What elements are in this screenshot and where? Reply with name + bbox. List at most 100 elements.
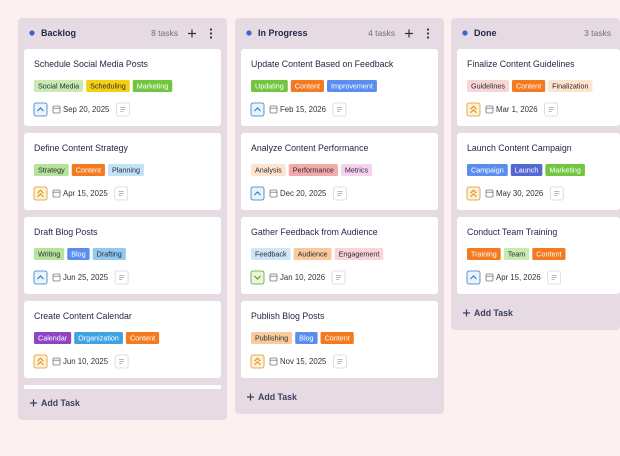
tag-label: Engagement (339, 249, 380, 258)
tag-label: Improvement (331, 81, 373, 90)
tag (34, 164, 69, 176)
calendar-icon (485, 189, 494, 198)
tag (467, 248, 501, 260)
task-title: Launch Content Campaign (467, 143, 572, 153)
priority-icon[interactable] (250, 270, 265, 285)
priority-icon[interactable] (250, 102, 265, 117)
due-date: May 30, 2026 (496, 189, 543, 198)
tag-label: Training (471, 249, 497, 258)
calendar-icon (485, 273, 494, 282)
column-dot (246, 30, 252, 36)
tag-label: Blog (71, 249, 85, 258)
priority-chevron (470, 189, 477, 194)
tag (34, 248, 65, 260)
calendar-icon (52, 273, 61, 282)
tag-label: Publishing (255, 333, 288, 342)
task-card[interactable] (241, 133, 438, 210)
task-title: Publish Blog Posts (251, 311, 325, 321)
task-title: Gather Feedback from Audience (251, 227, 378, 237)
tag (34, 332, 72, 344)
priority-chevron (37, 107, 44, 112)
tag-label: Updating (255, 81, 284, 90)
column-dot (29, 30, 35, 36)
tag-label: Guidelines (471, 81, 505, 90)
add-task[interactable]: Add Task (41, 398, 80, 408)
column-title: In Progress (258, 28, 308, 38)
priority-chevron (470, 275, 477, 280)
priority-icon[interactable] (466, 270, 481, 285)
add-task-icon[interactable] (463, 309, 470, 317)
task-card-partial (24, 385, 221, 389)
priority-icon[interactable] (33, 102, 48, 117)
tag-label: Social Media (38, 81, 79, 90)
tag-label: Content (295, 81, 320, 90)
tag (510, 164, 543, 176)
priority-icon[interactable] (250, 186, 265, 201)
column-menu-dot[interactable] (209, 28, 213, 31)
column-menu-dot[interactable] (426, 32, 430, 35)
tag (107, 164, 144, 176)
tag (71, 164, 105, 176)
tag (511, 80, 546, 92)
due-date: Sep 20, 2025 (63, 105, 110, 114)
column-menu-dot[interactable] (209, 36, 213, 39)
tag-label: Feedback (255, 249, 287, 258)
priority-chevron (254, 107, 261, 112)
tag (290, 80, 324, 92)
priority-icon[interactable] (33, 270, 48, 285)
add-task[interactable]: Add Task (258, 392, 297, 402)
tag-label: Launch (515, 165, 539, 174)
priority-chevron (37, 192, 44, 198)
tag-label: Blog (299, 333, 313, 342)
priority-chevron (254, 360, 261, 366)
tag (92, 248, 126, 260)
tag-label: Organization (78, 333, 119, 342)
calendar-icon (269, 189, 278, 198)
column-menu-dot[interactable] (426, 28, 430, 31)
tag (467, 80, 509, 92)
priority-chevron (37, 189, 44, 194)
calendar-icon (269, 105, 278, 114)
tag-label: Writing (38, 249, 60, 258)
tag (67, 248, 90, 260)
add-column-task[interactable] (405, 29, 413, 38)
tag (251, 80, 288, 92)
tag-label: Audience (298, 249, 328, 258)
due-date: Jun 10, 2025 (63, 357, 109, 366)
tag (293, 248, 332, 260)
tag-label: Team (508, 249, 526, 258)
calendar-icon (485, 105, 494, 114)
due-date: Dec 20, 2025 (280, 189, 327, 198)
task-title: Analyze Content Performance (251, 143, 368, 153)
add-task-icon[interactable] (30, 399, 37, 407)
task-title: Create Content Calendar (34, 311, 132, 321)
task-title: Update Content Based on Feedback (251, 59, 394, 69)
due-date: Feb 15, 2026 (280, 105, 326, 114)
tag (132, 80, 173, 92)
priority-chevron (37, 275, 44, 280)
priority-chevron (470, 108, 477, 114)
add-task[interactable]: Add Task (474, 308, 513, 318)
priority-chevron (37, 360, 44, 366)
tag (503, 248, 530, 260)
add-column-task[interactable] (188, 29, 196, 38)
calendar-icon (52, 189, 61, 198)
due-date: Apr 15, 2026 (496, 273, 541, 282)
task-count: 8 tasks (151, 28, 178, 38)
tag-label: Strategy (38, 165, 65, 174)
column-menu-dot[interactable] (426, 36, 430, 39)
tag (251, 164, 286, 176)
tag (74, 332, 123, 344)
task-title: Define Content Strategy (34, 143, 128, 153)
tag-label: Content (325, 333, 350, 342)
column-dot (462, 30, 468, 36)
tag-label: Content (76, 165, 101, 174)
priority-chevron (254, 357, 261, 362)
tag-label: Campaign (471, 165, 504, 174)
tag-label: Content (516, 81, 541, 90)
column-menu-dot[interactable] (209, 32, 213, 35)
tag (545, 164, 585, 176)
tag-label: Finalization (552, 81, 588, 90)
add-task-icon[interactable] (247, 393, 254, 401)
